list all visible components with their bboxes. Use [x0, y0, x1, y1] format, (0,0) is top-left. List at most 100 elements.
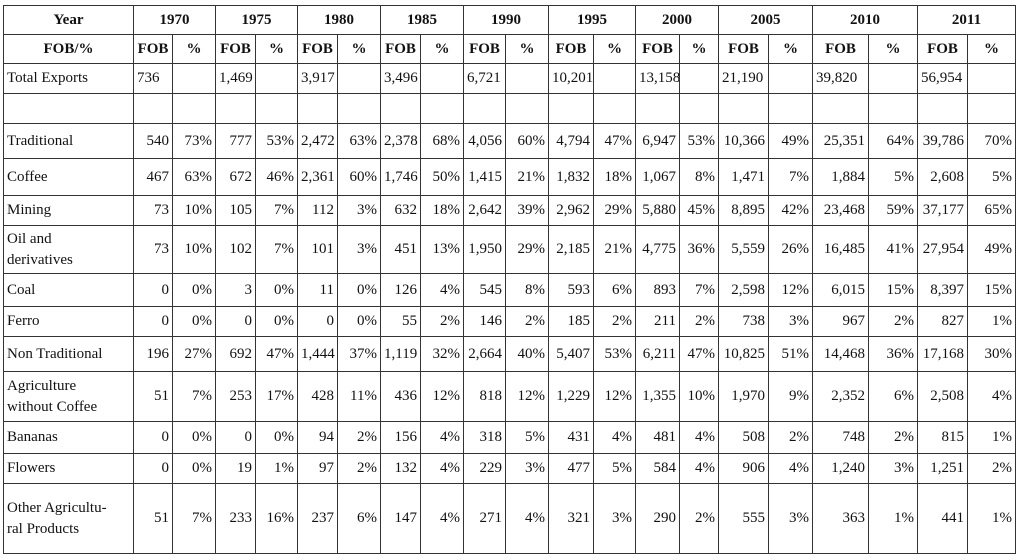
pct-cell: 2% — [679, 483, 719, 554]
pct-cell: 51% — [768, 336, 813, 372]
fob-cell: 363 — [812, 483, 869, 554]
pct-cell: 13% — [420, 225, 464, 274]
fob-cell: 1,067 — [635, 158, 680, 196]
fob-header: FOB — [718, 34, 769, 64]
fob-header: FOB — [297, 34, 338, 64]
header-cell: Year — [3, 5, 134, 35]
fob-cell: 3,917 — [297, 63, 338, 94]
fob-cell: 97 — [297, 453, 338, 484]
fob-cell: 555 — [718, 483, 769, 554]
pct-cell: 2% — [420, 306, 464, 337]
fob-cell: 545 — [463, 273, 506, 307]
pct-cell: 18% — [593, 158, 636, 196]
table-row: Agriculture without Coffee 51 7% 253 17% 428 1… — [3, 371, 1016, 422]
header-row: Year 1970 1975 1980 1985 1990 1995 2000 2005 2010… — [3, 5, 1016, 35]
table-row: Total Exports 736 1,469 3,917 3,496 6,721 10,2… — [3, 63, 1016, 94]
pct-cell: 11% — [337, 371, 381, 422]
fob-cell: 1,471 — [718, 158, 769, 196]
pct-cell: 29% — [593, 195, 636, 226]
pct-cell: 2% — [868, 306, 918, 337]
pct-cell: 1% — [255, 453, 298, 484]
pct-cell — [172, 93, 216, 124]
fob-cell: 321 — [548, 483, 594, 554]
pct-cell: 63% — [172, 158, 216, 196]
pct-cell — [679, 93, 719, 124]
pct-cell: 10% — [679, 371, 719, 422]
fob-cell: 1,950 — [463, 225, 506, 274]
fob-cell — [635, 93, 680, 124]
pct-cell: 0% — [337, 273, 381, 307]
pct-cell: 68% — [420, 123, 464, 159]
pct-cell: 0% — [255, 306, 298, 337]
pct-cell — [768, 63, 813, 94]
fob-cell: 19 — [215, 453, 256, 484]
table-row: Traditional 540 73% 777 53% 2,472 63% 2,378 68% 4… — [3, 123, 1016, 159]
fob-cell: 738 — [718, 306, 769, 337]
pct-cell: 42% — [768, 195, 813, 226]
year-header: 1980 — [297, 5, 381, 35]
fob-cell: 4,775 — [635, 225, 680, 274]
fob-cell: 3,496 — [380, 63, 421, 94]
fob-cell: 2,378 — [380, 123, 421, 159]
fob-cell: 777 — [215, 123, 256, 159]
row-label: Flowers — [3, 453, 134, 484]
fob-cell: 2,598 — [718, 273, 769, 307]
fob-cell: 2,962 — [548, 195, 594, 226]
pct-cell — [593, 93, 636, 124]
fob-cell: 584 — [635, 453, 680, 484]
pct-cell: 18% — [420, 195, 464, 226]
fob-cell — [133, 93, 173, 124]
pct-cell: 0% — [172, 306, 216, 337]
pct-cell: 6% — [868, 371, 918, 422]
fob-cell: 2,352 — [812, 371, 869, 422]
pct-cell: 26% — [768, 225, 813, 274]
pct-cell: 7% — [172, 371, 216, 422]
fob-cell: 271 — [463, 483, 506, 554]
fob-cell: 10,201 — [548, 63, 594, 94]
pct-cell — [593, 63, 636, 94]
pct-header: % — [255, 34, 298, 64]
pct-cell: 39% — [505, 195, 549, 226]
pct-cell: 65% — [967, 195, 1016, 226]
row-label: Coffee — [3, 158, 134, 196]
table-row: Coal 0 0% 3 0% 11 0% 126 4% 545 8% 593 6% 893 7% 2,598 1… — [3, 273, 1016, 307]
fob-cell: 6,947 — [635, 123, 680, 159]
pct-cell: 49% — [967, 225, 1016, 274]
fob-cell — [812, 93, 869, 124]
year-header: 2005 — [718, 5, 813, 35]
fob-cell: 2,664 — [463, 336, 506, 372]
fob-cell: 1,469 — [215, 63, 256, 94]
fob-cell: 827 — [917, 306, 968, 337]
pct-cell: 3% — [768, 306, 813, 337]
pct-cell: 47% — [593, 123, 636, 159]
fob-cell: 23,468 — [812, 195, 869, 226]
row-label: Oil and derivatives — [3, 225, 134, 274]
pct-cell: 12% — [768, 273, 813, 307]
pct-cell: 60% — [505, 123, 549, 159]
pct-header: % — [172, 34, 216, 64]
fob-cell: 967 — [812, 306, 869, 337]
fob-cell: 1,444 — [297, 336, 338, 372]
fob-cell: 818 — [463, 371, 506, 422]
pct-header: % — [768, 34, 813, 64]
pct-cell: 12% — [593, 371, 636, 422]
fob-cell: 477 — [548, 453, 594, 484]
pct-cell: 3% — [593, 483, 636, 554]
fob-cell: 94 — [297, 421, 338, 454]
fob-cell: 672 — [215, 158, 256, 196]
pct-cell — [172, 63, 216, 94]
fob-cell — [215, 93, 256, 124]
year-header: 1975 — [215, 5, 298, 35]
pct-cell: 46% — [255, 158, 298, 196]
pct-cell: 4% — [420, 483, 464, 554]
pct-header: % — [868, 34, 918, 64]
pct-cell: 10% — [172, 195, 216, 226]
fob-header: FOB — [812, 34, 869, 64]
pct-cell — [967, 93, 1016, 124]
pct-cell — [255, 93, 298, 124]
pct-cell: 63% — [337, 123, 381, 159]
pct-cell: 2% — [679, 306, 719, 337]
pct-cell: 4% — [768, 453, 813, 484]
pct-cell: 5% — [868, 158, 918, 196]
fob-cell: 25,351 — [812, 123, 869, 159]
